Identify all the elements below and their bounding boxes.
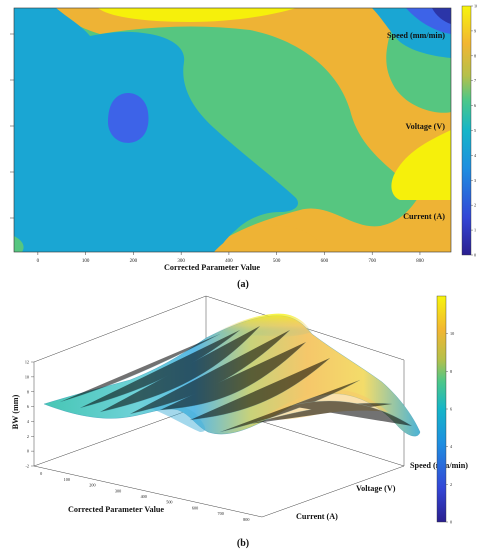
contour-colorbar bbox=[461, 5, 472, 256]
contour-colorbar-tick-label: 9 bbox=[474, 28, 476, 33]
caption-a: (a) bbox=[237, 279, 249, 290]
surface-peak bbox=[206, 313, 312, 338]
surface-z-tick-label: 2 bbox=[27, 434, 29, 439]
surface-mesh bbox=[43, 313, 421, 437]
contour-level-yellow-right bbox=[391, 130, 451, 200]
surface-colorbar-tick-label: 0 bbox=[450, 520, 452, 525]
surface-z-tick-label: 10 bbox=[25, 374, 29, 379]
caption-b: (b) bbox=[237, 538, 249, 549]
surface-x-tick-label: 100 bbox=[64, 477, 70, 482]
contour-colorbar-tick-label: 4 bbox=[474, 153, 477, 158]
surface-z-axis-label: BW (mm) bbox=[11, 394, 20, 429]
surface-z-tick-label: 8 bbox=[27, 389, 29, 394]
surface-colorbar-tick-label: 2 bbox=[450, 482, 452, 487]
surface-x-tick-label: 700 bbox=[218, 511, 224, 516]
contour-y-ticks bbox=[10, 33, 14, 219]
contour-label-speed: Speed (mm/min) bbox=[387, 31, 445, 40]
surface-colorbar bbox=[436, 295, 447, 523]
contour-colorbar-tick-label: 8 bbox=[474, 53, 476, 58]
contour-x-tick-label: 500 bbox=[273, 259, 281, 264]
surface-colorbar-tick-label: 4 bbox=[450, 444, 453, 449]
contour-colorbar-tick-label: 2 bbox=[474, 203, 476, 208]
contour-x-tick-label: 100 bbox=[82, 259, 90, 264]
surface-x-axis-label: Corrected Parameter Value bbox=[68, 505, 164, 514]
contour-x-tick-label: 0 bbox=[37, 259, 40, 264]
contour-level-blue-hole bbox=[108, 92, 149, 143]
surface-gridlines bbox=[59, 325, 413, 433]
contour-colorbar-ticks: 0 1 2 3 4 5 6 7 8 9 10 bbox=[471, 4, 477, 258]
contour-x-tick-label: 600 bbox=[321, 259, 329, 264]
surface-colorbar-ticks: 0 2 4 6 8 10 bbox=[446, 331, 454, 525]
contour-level-yellow-top bbox=[98, 8, 296, 22]
contour-colorbar-tick-label: 3 bbox=[474, 178, 476, 183]
surface-z-tick-label: 6 bbox=[27, 404, 29, 409]
surface-x-tick-label: 200 bbox=[89, 483, 95, 488]
contour-x-tick-label: 700 bbox=[368, 259, 376, 264]
surface-valley bbox=[150, 404, 206, 432]
surface-z-tick-label: 0 bbox=[27, 449, 29, 454]
surface-z-tick-label: -2 bbox=[26, 464, 30, 469]
contour-level-orange-bottom bbox=[214, 225, 330, 252]
surface-x-ticks: 0 100 200 300 400 500 600 700 800 bbox=[40, 471, 249, 522]
surface-z-tick-label: 4 bbox=[27, 419, 30, 424]
surface-x-tick-label: 0 bbox=[40, 471, 42, 476]
surface-x-tick-label: 300 bbox=[115, 488, 121, 493]
surface-z-ticks: -2 0 2 4 6 8 10 12 bbox=[25, 360, 34, 469]
contour-level-navy-tr bbox=[432, 8, 451, 24]
contour-x-tick-label: 200 bbox=[130, 259, 138, 264]
contour-x-ticks: 0 100 200 300 400 500 600 700 800 bbox=[37, 252, 424, 264]
surface-x-tick-label: 500 bbox=[166, 500, 172, 505]
surface-label-voltage: Voltage (V) bbox=[356, 484, 396, 493]
contour-colorbar-tick-label: 7 bbox=[474, 78, 476, 83]
contour-label-current: Current (A) bbox=[403, 212, 445, 221]
contour-frame bbox=[13, 7, 452, 253]
contour-label-voltage: Voltage (V) bbox=[406, 122, 446, 131]
contour-colorbar-tick-label: 1 bbox=[474, 228, 476, 233]
surface-x-tick-label: 400 bbox=[141, 494, 147, 499]
contour-island-green bbox=[14, 236, 24, 252]
surface-x-tick-label: 600 bbox=[192, 505, 198, 510]
contour-colorbar-tick-label: 0 bbox=[474, 253, 476, 258]
contour-x-tick-label: 400 bbox=[225, 259, 233, 264]
contour-plot: 0 100 200 300 400 500 600 700 800 Corrected Para… bbox=[10, 4, 477, 290]
surface-colorbar-tick-label: 10 bbox=[450, 331, 454, 336]
surface-z-tick-label: 12 bbox=[25, 360, 29, 365]
surface-colorbar-tick-label: 6 bbox=[450, 407, 452, 412]
surface-x-tick-label: 800 bbox=[243, 517, 249, 522]
contour-colorbar-tick-label: 5 bbox=[474, 128, 476, 133]
contour-x-axis-label: Corrected Parameter Value bbox=[164, 263, 260, 272]
contour-colorbar-tick-label: 6 bbox=[474, 103, 476, 108]
surface-colorbar-tick-label: 8 bbox=[450, 369, 452, 374]
surface-label-current: Current (A) bbox=[296, 512, 338, 521]
contour-colorbar-tick-label: 10 bbox=[474, 4, 477, 9]
contour-level-cyan bbox=[14, 8, 299, 252]
contour-x-tick-label: 800 bbox=[416, 259, 424, 264]
contour-fills bbox=[14, 8, 451, 252]
contour-level-orange bbox=[52, 8, 451, 252]
contour-x-tick-label: 300 bbox=[177, 259, 185, 264]
